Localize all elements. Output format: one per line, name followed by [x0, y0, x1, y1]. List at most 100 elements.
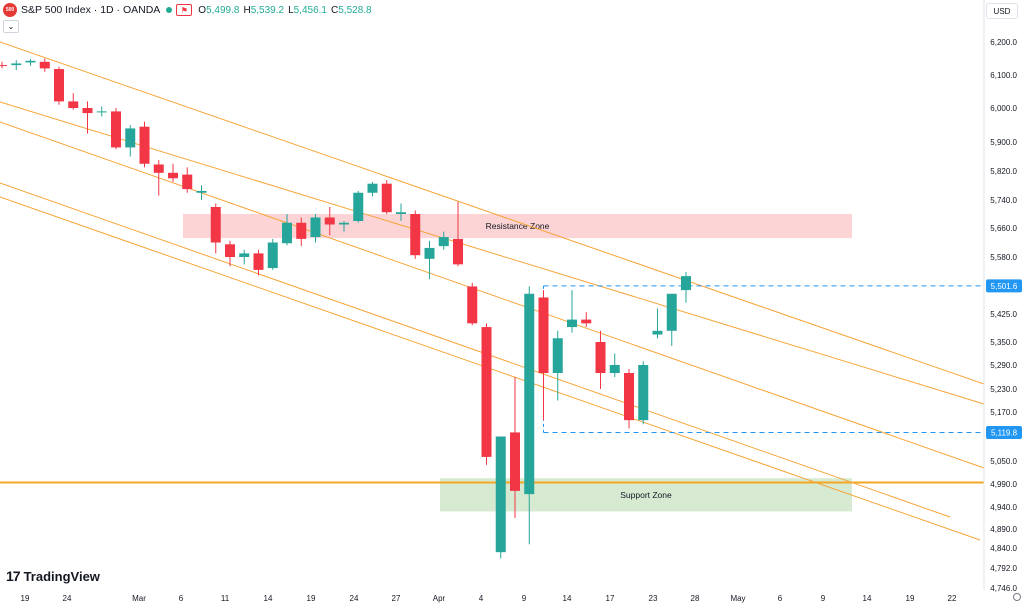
flag-icon[interactable]: ⚑: [176, 4, 193, 16]
candle: [609, 353, 620, 377]
candle-body: [396, 212, 406, 214]
price-label-box: [986, 279, 1022, 293]
x-tick-label: 27: [392, 594, 401, 603]
x-tick-label: 17: [606, 594, 615, 603]
candle-body: [196, 190, 207, 193]
candle-body: [495, 436, 506, 553]
candle: [438, 231, 449, 250]
channel-trendline[interactable]: [0, 121, 985, 469]
candle: [510, 377, 520, 518]
candle-body: [410, 214, 421, 256]
candle-body: [438, 237, 449, 247]
candle: [595, 330, 606, 389]
candle-body: [253, 253, 264, 270]
y-tick-label: 4,890.0: [990, 525, 1017, 534]
chevron-down-icon[interactable]: ⌄: [3, 20, 19, 33]
candle: [0, 61, 7, 69]
symbol-badge: 500: [3, 3, 17, 17]
x-tick-label: 9: [522, 594, 527, 603]
candle-body: [296, 222, 307, 239]
channel-trendline[interactable]: [0, 182, 951, 518]
candle: [296, 217, 307, 247]
chart-header: 500 S&P 500 Index · 1D · OANDA ⚑ O 5,499.…: [0, 0, 960, 20]
candle-body: [39, 61, 50, 69]
symbol-title[interactable]: S&P 500 Index · 1D · OANDA: [21, 4, 161, 16]
candle-body: [681, 276, 691, 291]
ohlc-open-value: 5,499.8: [206, 4, 240, 16]
candle: [210, 203, 221, 254]
x-tick-label: 11: [221, 594, 230, 603]
y-tick-label: 6,200.0: [990, 38, 1017, 47]
candle: [638, 361, 649, 425]
ohlc-close-label: C: [331, 4, 339, 16]
channel-trendline[interactable]: [0, 41, 985, 385]
candle: [681, 272, 691, 303]
candle-body: [125, 128, 136, 148]
channel-trendline[interactable]: [0, 101, 985, 405]
candle: [82, 101, 93, 134]
candle-body: [510, 432, 520, 491]
ohlc-low-value: 5,456.1: [293, 4, 327, 16]
y-tick-label: 4,940.0: [990, 503, 1017, 512]
tradingview-logo: 17 TradingView: [6, 568, 100, 584]
x-tick-label: Apr: [433, 594, 446, 603]
candle: [68, 93, 79, 110]
y-tick-label: 6,100.0: [990, 71, 1017, 80]
y-tick-label: 5,900.0: [990, 138, 1017, 147]
x-tick-label: 24: [350, 594, 359, 603]
ohlc-high-value: 5,539.2: [250, 4, 285, 16]
candle-body: [652, 330, 663, 335]
x-tick-label: 28: [691, 594, 700, 603]
candle: [666, 293, 677, 346]
x-tick-label: 6: [778, 594, 783, 603]
candle: [538, 290, 549, 421]
candle-body: [638, 365, 649, 421]
candle: [481, 323, 492, 465]
candle-body: [367, 183, 378, 193]
zone-label: Resistance Zone: [486, 221, 550, 231]
y-tick-label: 5,820.0: [990, 167, 1017, 176]
settings-gear-icon[interactable]: [1013, 593, 1021, 601]
y-tick-label: 5,230.0: [990, 385, 1017, 394]
candle-body: [353, 192, 364, 221]
x-tick-label: 22: [948, 594, 957, 603]
candle-body: [595, 342, 606, 373]
ohlc-close-value: 5,528.8: [338, 4, 372, 16]
x-tick-label: 19: [906, 594, 915, 603]
y-tick-label: 5,290.0: [990, 361, 1017, 370]
market-status-dot: [166, 7, 173, 13]
candle: [253, 249, 264, 276]
candle: [25, 59, 36, 66]
candle: [153, 160, 164, 196]
candle-body: [267, 242, 278, 269]
candle-body: [11, 63, 22, 66]
candle-body: [210, 207, 221, 243]
candle-body: [552, 338, 563, 373]
y-tick-label: 4,746.0: [990, 584, 1017, 593]
x-tick-label: 24: [63, 594, 72, 603]
y-tick-label: 5,580.0: [990, 253, 1017, 262]
tradingview-logo-icon: 17: [6, 568, 21, 584]
price-label-box: [986, 425, 1022, 439]
candle-body: [666, 293, 677, 331]
candle: [54, 66, 64, 105]
candle: [267, 238, 278, 270]
candle-body: [467, 286, 478, 324]
candle: [581, 312, 592, 328]
candle: [182, 167, 193, 193]
y-tick-label: 4,990.0: [990, 480, 1017, 489]
candle: [381, 180, 392, 214]
candle-body: [168, 172, 178, 179]
ohlc-low-label: L: [288, 4, 294, 16]
y-tick-label: 5,660.0: [990, 224, 1017, 233]
y-tick-label: 5,740.0: [990, 196, 1017, 205]
x-tick-label: 19: [21, 594, 30, 603]
x-tick-label: 9: [821, 594, 826, 603]
candle-body: [82, 108, 93, 114]
y-tick-label: 5,170.0: [990, 408, 1017, 417]
candle: [225, 240, 235, 267]
currency-selector[interactable]: USD: [986, 3, 1018, 19]
x-tick-label: 4: [479, 594, 484, 603]
candle-body: [310, 217, 321, 238]
